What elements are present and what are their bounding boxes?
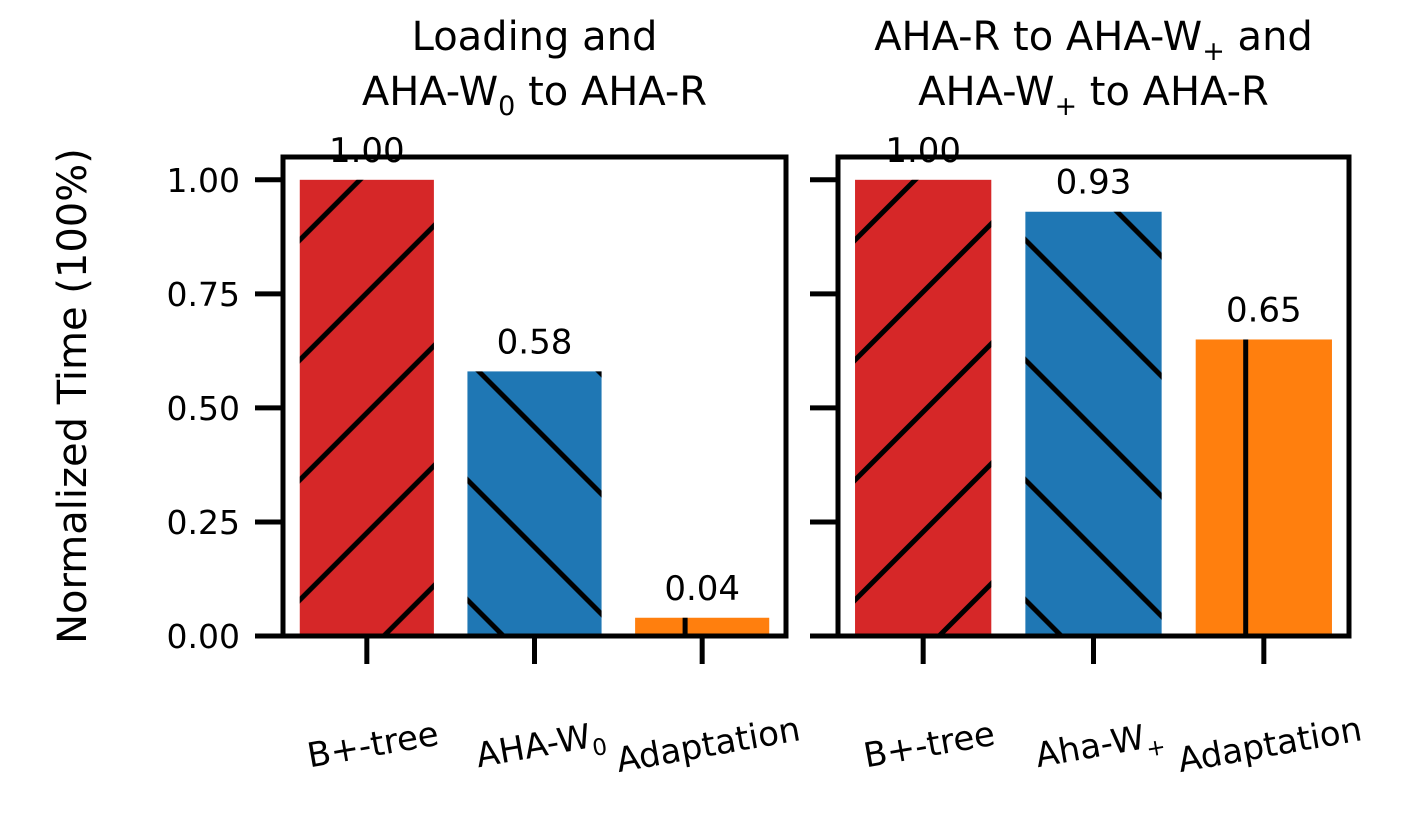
panel-2-title-line-1: AHA-R to AHA-W+ and xyxy=(874,14,1313,67)
panel-1-title-line-1: Loading and xyxy=(412,14,658,60)
panel-1-bar-1-hatch xyxy=(299,179,434,637)
panel-2-value-label-2: 0.93 xyxy=(1056,163,1132,203)
y-tick-label-5: 1.00 xyxy=(167,161,240,200)
panel-1-bar-2-hatch xyxy=(467,371,602,636)
y-tick-label-1: 0.00 xyxy=(167,617,240,656)
panel-2-value-label-1: 1.00 xyxy=(885,131,961,171)
y-tick-label-2: 0.25 xyxy=(167,503,240,542)
panel-1-value-label-1: 1.00 xyxy=(329,131,405,171)
panel-1-x-label-1: B+-tree xyxy=(304,714,441,776)
panel-1-title-line-2: AHA-W0 to AHA-R xyxy=(362,69,707,122)
panel-1-x-label-1-group: B+-tree xyxy=(304,714,441,776)
panel-2-x-label-3: Adaptation xyxy=(1175,709,1365,781)
panel-1-x-label-2: AHA-W0 xyxy=(473,714,610,782)
panel-2-x-label-1-group: B+-tree xyxy=(861,714,998,776)
panel-2-title-line-2: AHA-W+ to AHA-R xyxy=(918,69,1269,122)
y-tick-label-3: 0.50 xyxy=(167,389,240,428)
panel-2-bar-2-hatch xyxy=(1025,211,1162,636)
panel-1-x-label-3: Adaptation xyxy=(613,709,803,781)
y-axis-label: Normalized Time (100%) xyxy=(50,148,96,644)
panel-1-frame xyxy=(280,154,789,639)
y-tick-label-4: 0.75 xyxy=(167,275,240,314)
panel-2-value-label-3: 0.65 xyxy=(1226,290,1302,330)
panel-1-x-label-2-group: AHA-W0 xyxy=(473,714,610,782)
panel-1-value-label-2: 0.58 xyxy=(497,322,573,362)
panel-2-x-label-3-group: Adaptation xyxy=(1175,709,1365,781)
panel-1-x-label-3-group: Adaptation xyxy=(613,709,803,781)
panel-2-x-label-2: Aha-W+ xyxy=(1032,714,1167,782)
panel-2-x-label-1: B+-tree xyxy=(861,714,998,776)
panel-2-frame xyxy=(835,154,1352,639)
panel-1-value-label-3: 0.04 xyxy=(664,569,740,609)
panel-2-bar-3-hatch xyxy=(1195,339,1332,636)
panel-1-bar-3-hatch xyxy=(635,617,770,636)
panel-2-x-label-2-group: Aha-W+ xyxy=(1032,714,1167,782)
panel-2-bar-1-hatch xyxy=(855,179,992,637)
